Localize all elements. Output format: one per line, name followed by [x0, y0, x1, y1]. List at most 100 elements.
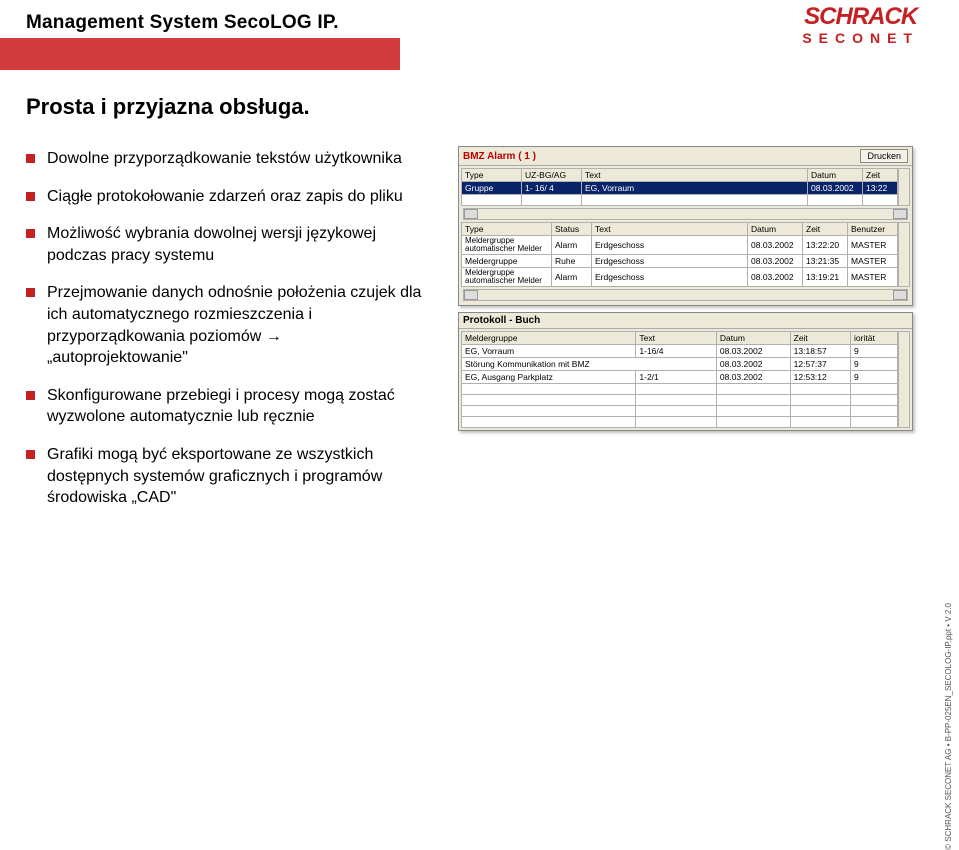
cell: 13:21:35	[803, 255, 848, 268]
cell: Störung Kommunikation mit BMZ	[462, 358, 717, 371]
col-header: Benutzer	[848, 223, 898, 236]
bullet-marker-icon	[26, 192, 35, 201]
col-header: UZ-BG/AG	[522, 169, 582, 182]
window-titlebar: Protokoll - Buch	[459, 313, 912, 329]
cell: 13:22	[863, 182, 898, 195]
table-row[interactable]: Meldergruppe automatischer Melder Alarm …	[462, 236, 898, 255]
cell: 1- 16/ 4	[522, 182, 582, 195]
cell: 13:19:21	[803, 268, 848, 287]
col-header: Meldergruppe	[462, 332, 636, 345]
scrollbar-vertical[interactable]	[898, 222, 910, 287]
cell: 08.03.2002	[748, 255, 803, 268]
bullet-text: Dowolne przyporządkowanie tekstów użytko…	[47, 148, 426, 170]
cell: MASTER	[848, 268, 898, 287]
bullet-item: Skonfigurowane przebiegi i procesy mogą …	[26, 385, 426, 428]
table-row-selected[interactable]: Gruppe 1- 16/ 4 EG, Vorraum 08.03.2002 1…	[462, 182, 898, 195]
col-header: Zeit	[790, 332, 850, 345]
bullet-item: Dowolne przyporządkowanie tekstów użytko…	[26, 148, 426, 170]
cell: 9	[851, 371, 898, 384]
col-header: Status	[552, 223, 592, 236]
table-header-row: Type Status Text Datum Zeit Benutzer	[462, 223, 898, 236]
table-header-row: Meldergruppe Text Datum Zeit iorität	[462, 332, 898, 345]
protokoll-table: Meldergruppe Text Datum Zeit iorität EG,…	[461, 331, 898, 428]
bullet-item: Możliwość wybrania dowolnej wersji język…	[26, 223, 426, 266]
bullet-item: Ciągłe protokołowanie zdarzeń oraz zapis…	[26, 186, 426, 208]
scrollbar-vertical[interactable]	[898, 168, 910, 206]
table-row[interactable]: Meldergruppe automatischer Melder Alarm …	[462, 268, 898, 287]
scrollbar-horizontal[interactable]	[463, 289, 908, 301]
header-title: Management System SecoLOG IP.	[26, 12, 339, 34]
cell: MASTER	[848, 255, 898, 268]
cell: EG, Ausgang Parkplatz	[462, 371, 636, 384]
cell: 9	[851, 345, 898, 358]
bullet-marker-icon	[26, 229, 35, 238]
cell: Alarm	[552, 268, 592, 287]
protokoll-window: Protokoll - Buch Meldergruppe Text Datum…	[458, 312, 913, 431]
window-title: Protokoll - Buch	[463, 315, 540, 326]
slide-subtitle: Prosta i przyjazna obsługa.	[26, 94, 310, 120]
cell: Ruhe	[552, 255, 592, 268]
bullet-list: Dowolne przyporządkowanie tekstów użytko…	[26, 148, 426, 525]
col-header: Type	[462, 223, 552, 236]
bullet-marker-icon	[26, 288, 35, 297]
col-header: Datum	[716, 332, 790, 345]
cell: 08.03.2002	[748, 236, 803, 255]
bullet-text: Ciągłe protokołowanie zdarzeń oraz zapis…	[47, 186, 426, 208]
cell: 12:57:37	[790, 358, 850, 371]
col-header: Zeit	[803, 223, 848, 236]
col-header: Datum	[748, 223, 803, 236]
cell: Gruppe	[462, 182, 522, 195]
alarm-detail-table: Type Status Text Datum Zeit Benutzer Mel…	[461, 222, 898, 287]
window-title: BMZ Alarm ( 1 )	[463, 151, 536, 162]
table-row[interactable]: EG, Vorraum 1-16/4 08.03.2002 13:18:57 9	[462, 345, 898, 358]
col-header: Text	[636, 332, 716, 345]
table-row	[462, 395, 898, 406]
cell: MASTER	[848, 236, 898, 255]
bullet-text: Grafiki mogą być eksportowane ze wszystk…	[47, 444, 426, 509]
brand-logo: SCHRACK SECONET	[802, 6, 919, 46]
col-header: Zeit	[863, 169, 898, 182]
cell: Erdgeschoss	[592, 268, 748, 287]
cell: Erdgeschoss	[592, 255, 748, 268]
bullet-marker-icon	[26, 450, 35, 459]
col-header: Text	[592, 223, 748, 236]
table-row	[462, 406, 898, 417]
cell: 1-2/1	[636, 371, 716, 384]
bullet-item: Przejmowanie danych odnośnie położenia c…	[26, 282, 426, 368]
cell: 08.03.2002	[716, 345, 790, 358]
copyright-footer: © SCHRACK SECONET AG • B-PP-025EN_SECOLO…	[944, 603, 953, 850]
cell: EG, Vorraum	[462, 345, 636, 358]
logo-main-text: SCHRACK	[802, 6, 919, 28]
table-row	[462, 384, 898, 395]
table-row[interactable]: EG, Ausgang Parkplatz 1-2/1 08.03.2002 1…	[462, 371, 898, 384]
cell: 13:22:20	[803, 236, 848, 255]
scrollbar-horizontal[interactable]	[463, 208, 908, 220]
table-row[interactable]: Störung Kommunikation mit BMZ 08.03.2002…	[462, 358, 898, 371]
cell: 08.03.2002	[716, 371, 790, 384]
print-button[interactable]: Drucken	[860, 149, 908, 163]
cell: 08.03.2002	[716, 358, 790, 371]
col-header: Text	[582, 169, 808, 182]
cell: 9	[851, 358, 898, 371]
col-header: Datum	[808, 169, 863, 182]
scrollbar-vertical[interactable]	[898, 331, 910, 428]
cell: Erdgeschoss	[592, 236, 748, 255]
bullet-text: Przejmowanie danych odnośnie położenia c…	[47, 282, 426, 368]
cell: 08.03.2002	[748, 268, 803, 287]
bullet-marker-icon	[26, 391, 35, 400]
screenshot-panels: BMZ Alarm ( 1 ) Drucken Type UZ-BG/AG Te…	[458, 146, 913, 437]
cell: Meldergruppe automatischer Melder	[462, 268, 552, 287]
table-header-row: Type UZ-BG/AG Text Datum Zeit	[462, 169, 898, 182]
col-header: Type	[462, 169, 522, 182]
bullet-text: Skonfigurowane przebiegi i procesy mogą …	[47, 385, 426, 428]
bullet-marker-icon	[26, 154, 35, 163]
cell: 1-16/4	[636, 345, 716, 358]
cell: Meldergruppe	[462, 255, 552, 268]
cell: 12:53:12	[790, 371, 850, 384]
cell: Alarm	[552, 236, 592, 255]
cell: EG, Vorraum	[582, 182, 808, 195]
table-row[interactable]: Meldergruppe Ruhe Erdgeschoss 08.03.2002…	[462, 255, 898, 268]
cell: 08.03.2002	[808, 182, 863, 195]
bmz-alarm-window: BMZ Alarm ( 1 ) Drucken Type UZ-BG/AG Te…	[458, 146, 913, 306]
cell: 13:18:57	[790, 345, 850, 358]
